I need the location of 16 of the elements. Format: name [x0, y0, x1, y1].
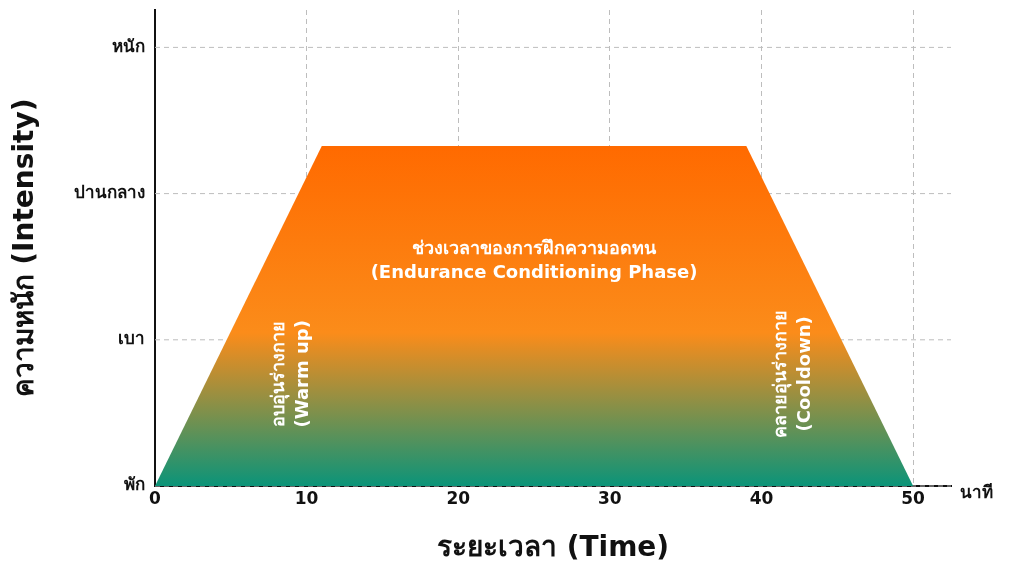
x-tick-label: 20 — [446, 487, 471, 508]
x-tick-label: 10 — [294, 487, 319, 508]
text: นาที — [959, 482, 993, 503]
y-axis-title: ความหนัก (Intensity) — [7, 98, 41, 398]
x-tick-label: 40 — [749, 487, 774, 508]
text: พัก — [124, 474, 145, 495]
text: หนัก — [112, 35, 145, 56]
text: เบา — [118, 328, 145, 349]
x-tick-label: 0 — [149, 487, 162, 508]
annotation: อบอุ่นร่างกาย (Warm up) — [267, 320, 313, 428]
annotation: คลายอุ่นร่างกาย (Cooldown) — [768, 309, 814, 438]
x-axis-title: ระยะเวลา (Time) — [436, 530, 670, 564]
text: ปานกลาง — [74, 182, 145, 203]
x-tick-label: 50 — [901, 487, 926, 508]
x-tick-label: 30 — [598, 487, 622, 508]
annotation: ช่วงเวลาของการฝึกความอดทน (Endurance Conditioning Phase) — [370, 237, 698, 283]
